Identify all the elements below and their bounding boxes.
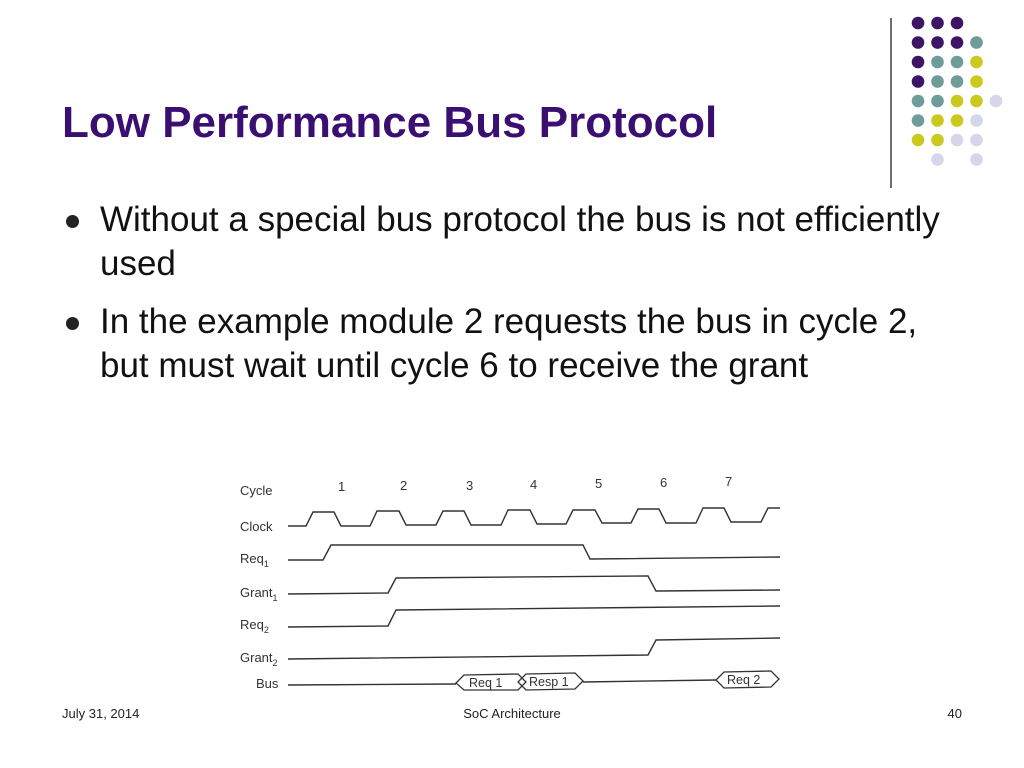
cycle-number: 7	[725, 474, 732, 489]
decorative-dot	[911, 75, 925, 88]
decorative-dot	[931, 153, 944, 166]
decorative-dot	[911, 94, 925, 108]
bus-waveform	[287, 679, 717, 686]
signal-label-bus: Bus	[256, 676, 279, 691]
timing-diagram: Cycle Clock Req1 Grant1 Req2 Grant2 Bus …	[240, 474, 781, 691]
decorative-dot	[931, 55, 944, 69]
bullet-icon	[66, 215, 79, 228]
decorative-dot	[970, 114, 983, 127]
decorative-dot	[950, 133, 964, 147]
decorative-dot	[931, 16, 944, 30]
bus-segment-resp1	[517, 672, 584, 691]
decorative-dot	[950, 114, 964, 127]
decorative-dot	[931, 114, 944, 127]
signal-label-clock: Clock	[240, 519, 273, 534]
signal-label-grant2: Grant2	[240, 650, 278, 668]
bus-label-req2: Req 2	[727, 673, 760, 687]
decorative-dot	[950, 55, 964, 69]
footer-date: July 31, 2014	[62, 706, 140, 721]
signal-label-req1: Req1	[240, 551, 269, 569]
bus-label-resp1: Resp 1	[529, 675, 569, 689]
signal-label-req2: Req2	[240, 617, 269, 635]
decorative-dot	[989, 94, 1003, 108]
decorative-dot	[911, 55, 925, 69]
bus-segment-req1	[455, 673, 527, 691]
decorative-dot	[950, 94, 964, 108]
signal-label-grant1: Grant1	[240, 585, 278, 603]
cycle-number: 2	[400, 478, 407, 493]
vertical-divider	[890, 18, 892, 188]
decorative-dot	[931, 36, 944, 49]
decorative-dot	[970, 153, 983, 166]
footer-course: SoC Architecture	[463, 706, 561, 721]
decorative-dot-grid	[911, 16, 1003, 166]
grant2-waveform	[287, 637, 781, 660]
cycle-number: 5	[595, 476, 602, 491]
req2-waveform	[287, 605, 781, 628]
decorative-dot	[911, 16, 925, 30]
decorative-dot	[970, 75, 983, 88]
clock-waveform	[288, 507, 780, 527]
bullet-text: Without a special bus protocol the bus i…	[100, 200, 940, 283]
cycle-number: 3	[466, 478, 473, 493]
cycle-row-label: Cycle	[240, 483, 273, 498]
decorative-dot	[931, 94, 944, 108]
bus-segment-req2	[715, 670, 780, 689]
cycle-number: 1	[338, 479, 345, 494]
decorative-dot	[950, 75, 964, 88]
slide-title: Low Performance Bus Protocol	[62, 98, 718, 147]
cycle-number: 4	[530, 477, 537, 492]
cycle-number: 6	[660, 475, 667, 490]
grant1-waveform	[287, 575, 781, 595]
decorative-dot	[911, 114, 925, 127]
decorative-dot	[950, 16, 964, 30]
decorative-dot	[931, 75, 944, 88]
decorative-dot	[950, 36, 964, 49]
decorative-dot	[911, 36, 925, 49]
bullet-item: Without a special bus protocol the bus i…	[62, 198, 962, 286]
bullet-text: In the example module 2 requests the bus…	[100, 302, 918, 385]
decorative-dot	[911, 133, 925, 147]
decorative-dot	[970, 133, 983, 147]
bus-label-req1: Req 1	[469, 676, 502, 690]
decorative-dot	[970, 94, 983, 108]
bullet-list: Without a special bus protocol the bus i…	[62, 198, 962, 402]
decorative-dot	[970, 36, 983, 49]
bullet-item: In the example module 2 requests the bus…	[62, 300, 962, 388]
decorative-dot	[931, 133, 944, 147]
req1-waveform	[288, 544, 781, 561]
bullet-icon	[66, 317, 79, 330]
decorative-dot	[970, 55, 983, 69]
dot-grid-group	[911, 16, 1003, 166]
footer-page-number: 40	[947, 706, 962, 721]
